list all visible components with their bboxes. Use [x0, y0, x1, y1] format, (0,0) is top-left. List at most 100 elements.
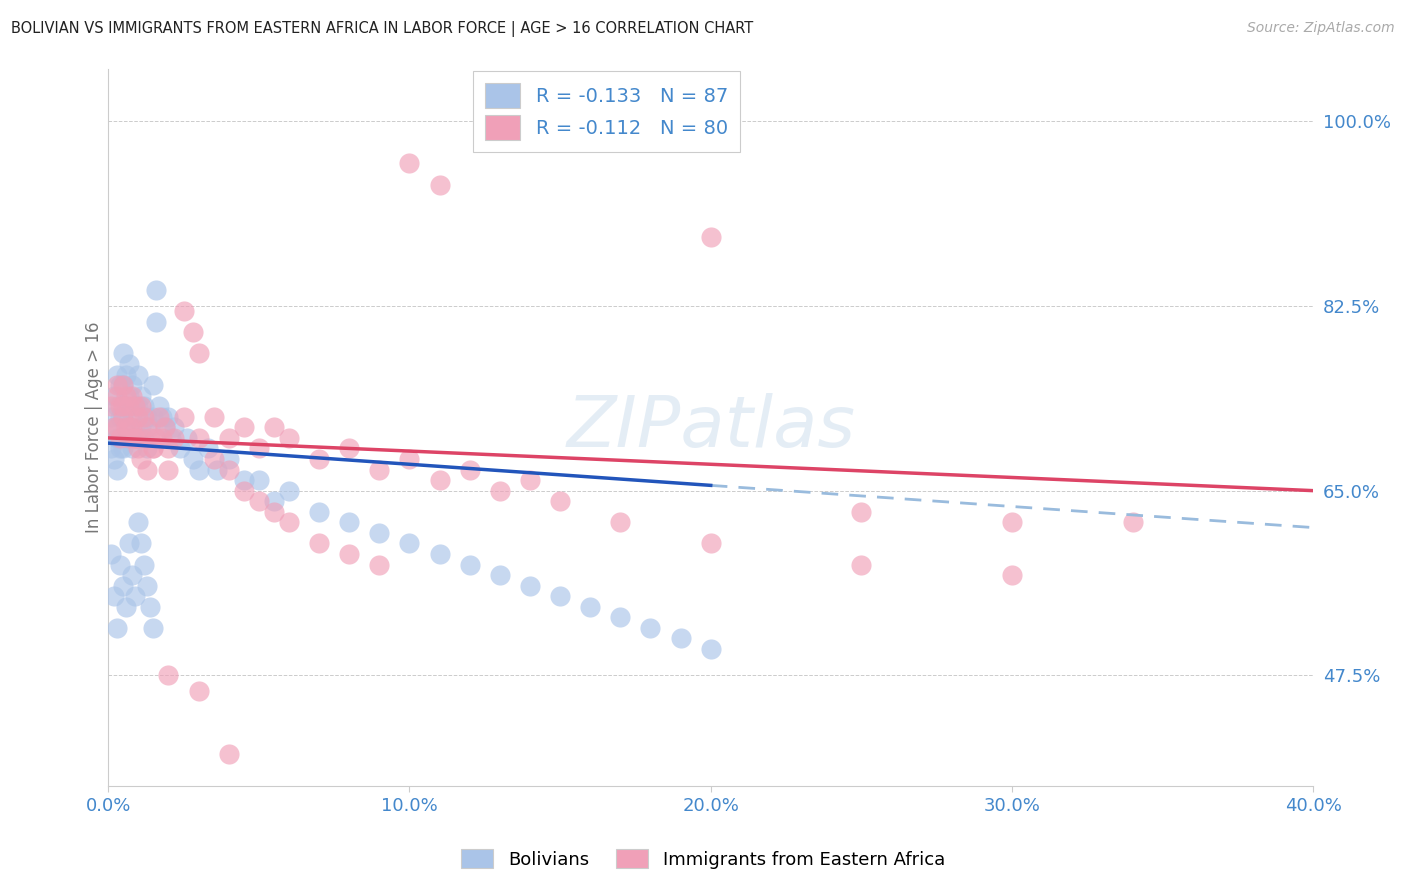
Point	[121, 389, 143, 403]
Point	[519, 473, 541, 487]
Point	[609, 610, 631, 624]
Point	[337, 516, 360, 530]
Point	[110, 431, 132, 445]
Point	[142, 442, 165, 456]
Point	[489, 483, 512, 498]
Point	[115, 420, 138, 434]
Point	[218, 452, 240, 467]
Point	[308, 505, 330, 519]
Point	[118, 389, 141, 403]
Point	[148, 399, 170, 413]
Point	[232, 473, 254, 487]
Point	[247, 473, 270, 487]
Point	[103, 452, 125, 467]
Point	[851, 558, 873, 572]
Point	[160, 431, 183, 445]
Point	[218, 431, 240, 445]
Point	[112, 378, 135, 392]
Point	[337, 442, 360, 456]
Point	[155, 420, 177, 434]
Point	[124, 431, 146, 445]
Point	[429, 547, 451, 561]
Point	[278, 516, 301, 530]
Point	[100, 409, 122, 424]
Point	[124, 431, 146, 445]
Point	[121, 420, 143, 434]
Point	[155, 420, 177, 434]
Point	[232, 483, 254, 498]
Point	[105, 621, 128, 635]
Point	[263, 505, 285, 519]
Point	[121, 568, 143, 582]
Text: ZIPatlas: ZIPatlas	[567, 392, 855, 462]
Point	[247, 442, 270, 456]
Point	[100, 399, 122, 413]
Point	[105, 431, 128, 445]
Point	[131, 536, 153, 550]
Point	[118, 536, 141, 550]
Point	[124, 399, 146, 413]
Point	[157, 668, 180, 682]
Point	[142, 378, 165, 392]
Point	[142, 442, 165, 456]
Point	[142, 409, 165, 424]
Point	[134, 409, 156, 424]
Point	[118, 420, 141, 434]
Point	[110, 558, 132, 572]
Point	[489, 568, 512, 582]
Point	[139, 420, 162, 434]
Point	[247, 494, 270, 508]
Point	[112, 409, 135, 424]
Point	[263, 494, 285, 508]
Point	[218, 462, 240, 476]
Point	[115, 599, 138, 614]
Point	[1121, 516, 1143, 530]
Y-axis label: In Labor Force | Age > 16: In Labor Force | Age > 16	[86, 322, 103, 533]
Point	[157, 442, 180, 456]
Point	[124, 589, 146, 603]
Point	[398, 452, 420, 467]
Point	[127, 409, 149, 424]
Point	[139, 599, 162, 614]
Point	[337, 547, 360, 561]
Point	[121, 409, 143, 424]
Point	[115, 389, 138, 403]
Point	[131, 452, 153, 467]
Point	[103, 589, 125, 603]
Point	[308, 452, 330, 467]
Point	[115, 399, 138, 413]
Point	[163, 431, 186, 445]
Point	[157, 409, 180, 424]
Point	[112, 409, 135, 424]
Point	[136, 420, 159, 434]
Point	[121, 442, 143, 456]
Point	[118, 357, 141, 371]
Point	[368, 558, 391, 572]
Point	[136, 579, 159, 593]
Point	[134, 399, 156, 413]
Point	[127, 368, 149, 382]
Point	[205, 462, 228, 476]
Point	[105, 462, 128, 476]
Point	[1001, 568, 1024, 582]
Point	[157, 462, 180, 476]
Point	[145, 315, 167, 329]
Point	[398, 156, 420, 170]
Point	[127, 516, 149, 530]
Point	[118, 420, 141, 434]
Point	[100, 442, 122, 456]
Point	[187, 684, 209, 698]
Point	[278, 431, 301, 445]
Point	[118, 399, 141, 413]
Point	[115, 431, 138, 445]
Point	[458, 462, 481, 476]
Point	[1001, 516, 1024, 530]
Point	[112, 399, 135, 413]
Point	[152, 409, 174, 424]
Point	[579, 599, 602, 614]
Point	[145, 431, 167, 445]
Point	[110, 399, 132, 413]
Point	[127, 442, 149, 456]
Point	[127, 431, 149, 445]
Point	[163, 420, 186, 434]
